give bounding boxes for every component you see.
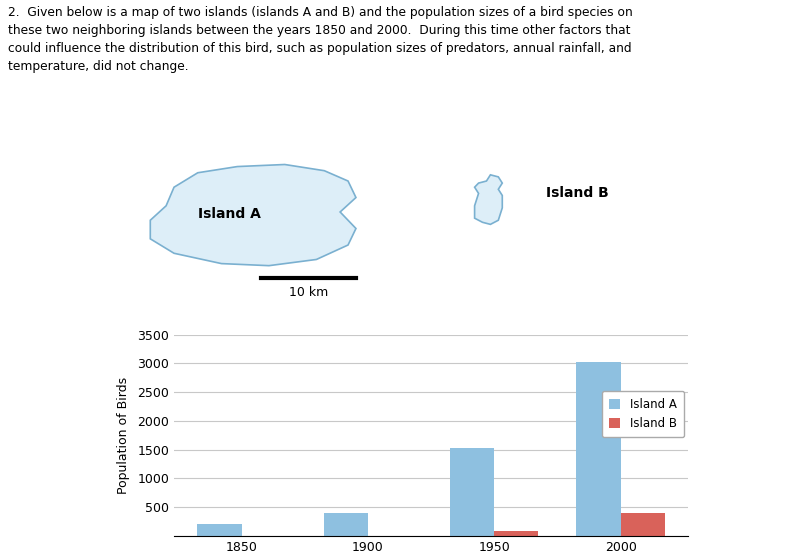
Polygon shape	[150, 165, 356, 266]
Bar	[621, 513, 664, 536]
Bar	[324, 513, 368, 536]
Text: Island A: Island A	[198, 207, 261, 221]
Text: 2.  Given below is a map of two islands (islands A and B) and the population siz: 2. Given below is a map of two islands (…	[8, 6, 633, 73]
Bar	[450, 449, 494, 536]
Text: 10 km: 10 km	[289, 286, 328, 299]
Legend: Island A, Island B: Island A, Island B	[601, 391, 684, 437]
Bar	[198, 524, 241, 536]
Text: Island B: Island B	[546, 186, 608, 200]
Bar	[494, 531, 539, 536]
Y-axis label: Population of Birds: Population of Birds	[117, 377, 131, 494]
Bar	[577, 362, 621, 536]
Polygon shape	[475, 175, 502, 224]
